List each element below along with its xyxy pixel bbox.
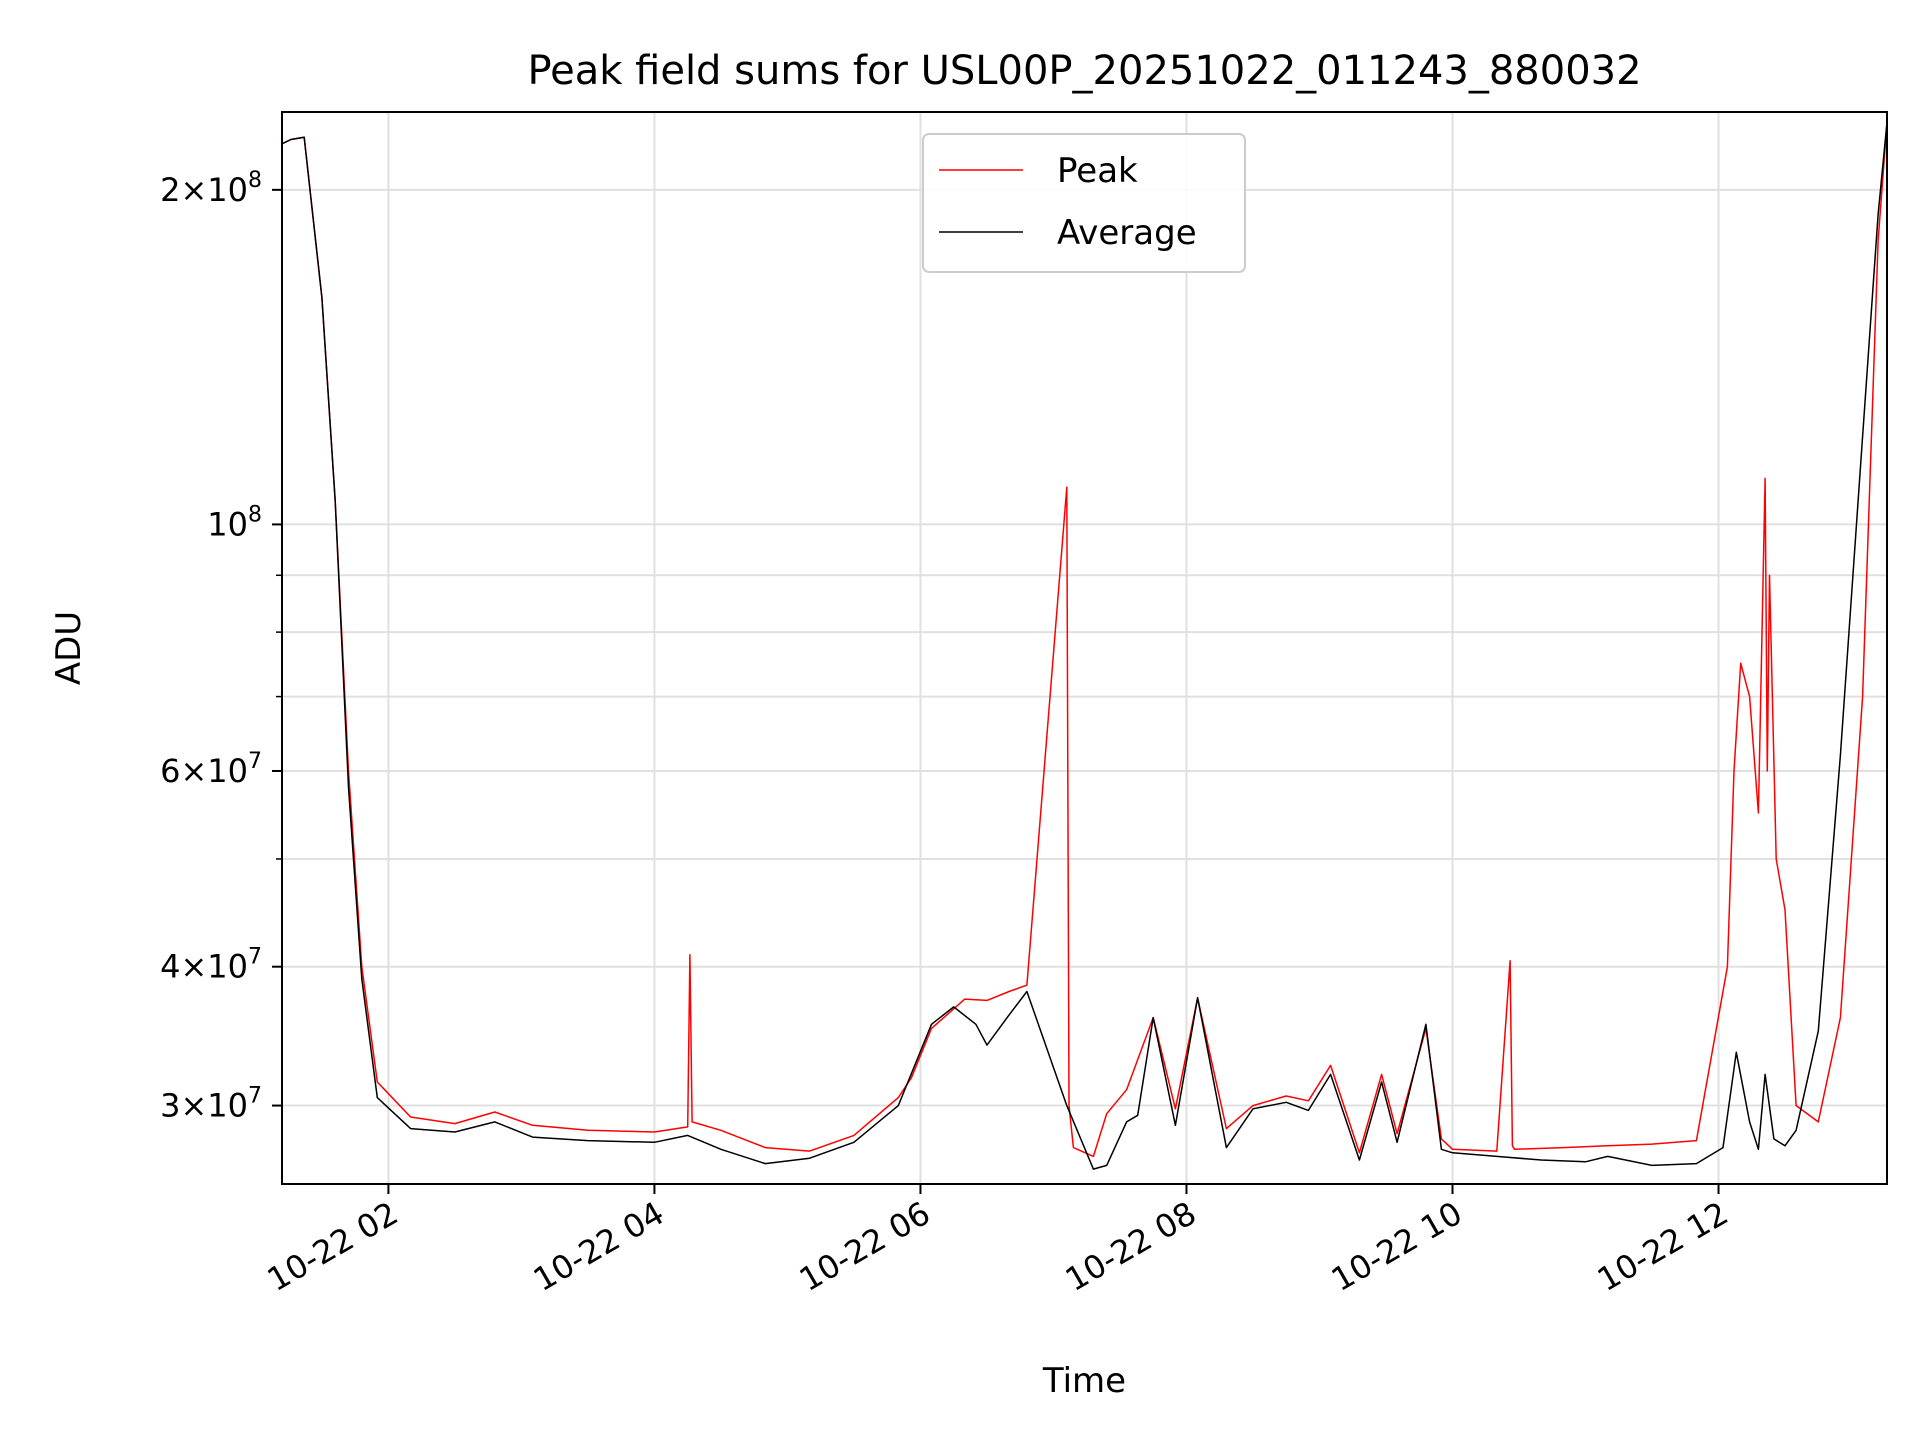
x-tick-label: 10-22 12 [1591,1194,1735,1299]
y-tick-label: 6×107 [160,749,262,790]
x-tick-label: 10-22 06 [793,1194,937,1299]
grid-layer [282,112,1887,1184]
x-axis-label: Time [1042,1361,1126,1401]
y-tick-label: 108 [207,502,262,543]
y-tick-label: 4×107 [160,945,262,986]
y-tick-label: 3×107 [160,1084,262,1125]
series-line-average [282,122,1887,1170]
x-tick-label: 10-22 04 [527,1194,671,1299]
series-layer [282,122,1887,1170]
legend-label-average: Average [1057,213,1197,253]
plot-frame [281,111,1888,1185]
legend-box [922,133,1246,273]
x-tick-label: 10-22 10 [1325,1194,1469,1299]
chart-title: Peak field sums for USL00P_20251022_0112… [527,48,1641,94]
y-tick-label: 2×108 [160,168,262,209]
legend: Peak Average [922,133,1246,273]
y-axis-label: ADU [49,611,89,685]
x-tick-label: 10-22 02 [261,1194,405,1299]
x-tick-label: 10-22 08 [1059,1194,1203,1299]
series-line-peak [282,122,1887,1158]
legend-label-peak: Peak [1057,151,1138,191]
